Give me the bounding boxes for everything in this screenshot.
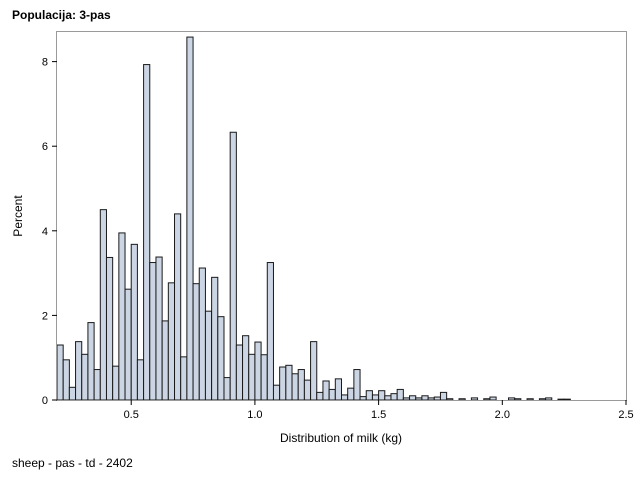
histogram-bar — [136, 359, 145, 401]
x-tick-label: 0.5 — [124, 409, 139, 421]
histogram-bar — [563, 398, 571, 401]
histogram-bar — [192, 283, 200, 401]
histogram-bar — [347, 387, 355, 401]
histogram-bar — [359, 396, 367, 401]
histogram-bar — [235, 344, 244, 401]
histogram-bar — [334, 378, 342, 401]
histogram-bar — [557, 398, 565, 401]
y-tick-label: 8 — [42, 57, 48, 69]
histogram-bar — [378, 390, 386, 401]
histogram-bar — [217, 316, 225, 401]
y-tick-label: 2 — [42, 310, 48, 322]
y-tick-label: 0 — [42, 395, 48, 407]
histogram-bar — [130, 243, 138, 401]
x-axis: 0.5 1.0 1.5 2.0 2.5 — [124, 400, 634, 421]
histogram-bar — [180, 356, 188, 401]
x-tick-label: 2.0 — [495, 409, 510, 421]
histogram-bar — [204, 310, 213, 401]
histogram-bar — [439, 391, 448, 401]
histogram-bar — [112, 365, 120, 401]
histogram-bar — [458, 398, 466, 401]
histogram-bar — [402, 397, 411, 401]
histogram-bar — [248, 353, 256, 401]
histogram-bar — [266, 262, 274, 401]
histogram-bar — [75, 341, 83, 401]
histogram-bar — [99, 209, 107, 401]
histogram-bar — [421, 395, 429, 401]
histogram-bar — [105, 256, 114, 401]
histogram-bar — [211, 276, 219, 401]
x-tick-label: 2.5 — [618, 409, 633, 421]
footnote: sheep - pas - td - 2402 — [12, 456, 133, 470]
plot-frame — [56, 31, 627, 401]
histogram-bar — [514, 398, 522, 401]
histogram-bar — [545, 397, 553, 401]
histogram-bar — [93, 369, 101, 401]
histogram-bars — [56, 36, 571, 401]
histogram-bar — [272, 384, 281, 401]
histogram-bar — [470, 397, 479, 401]
histogram-bar — [242, 335, 250, 401]
histogram-bar — [87, 322, 95, 401]
histogram-bar — [56, 344, 64, 401]
histogram-bar — [143, 64, 151, 401]
histogram-bar — [489, 396, 497, 401]
histogram-bar — [328, 388, 336, 401]
histogram-bar — [353, 369, 361, 401]
histogram-bar — [118, 232, 126, 401]
histogram-bar — [303, 379, 312, 401]
y-axis-label: Percent — [11, 195, 25, 237]
histogram-bar — [81, 353, 89, 401]
y-axis: 0 2 4 6 8 — [42, 57, 57, 407]
histogram-bar — [415, 397, 423, 401]
histogram-bar — [310, 341, 318, 401]
histogram-bar — [279, 366, 287, 401]
histogram-bar — [167, 282, 176, 401]
histogram-bar — [186, 36, 194, 401]
histogram-bar — [223, 377, 231, 401]
histogram-bar — [254, 341, 262, 401]
x-tick-label: 1.5 — [371, 409, 386, 421]
histogram-bar — [341, 394, 349, 401]
histogram-bar — [538, 398, 547, 401]
histogram-bar — [365, 390, 373, 401]
chart-title: Populacija: 3-pas — [12, 8, 111, 22]
histogram-bar — [526, 398, 534, 401]
histogram-bar — [371, 394, 380, 401]
histogram-bar — [384, 395, 392, 401]
histogram-bar — [396, 388, 404, 401]
histogram-bar — [433, 396, 441, 401]
histogram-bar — [198, 267, 206, 401]
histogram-bar — [68, 386, 77, 401]
histogram-bar — [124, 288, 132, 401]
histogram-bar — [322, 380, 330, 401]
histogram-bar — [507, 397, 516, 401]
histogram-bar — [446, 398, 454, 401]
histogram-bar — [229, 131, 237, 401]
histogram-bar — [62, 359, 70, 401]
histogram-bar — [149, 262, 157, 401]
x-tick-label: 1.0 — [247, 409, 262, 421]
histogram-bar — [390, 393, 398, 401]
x-axis-label: Distribution of milk (kg) — [280, 431, 402, 445]
histogram-bar — [483, 398, 491, 401]
histogram-bar — [155, 256, 163, 401]
y-tick-label: 6 — [42, 141, 48, 153]
histogram-bar — [260, 354, 268, 401]
histogram-bar — [291, 373, 299, 401]
histogram-bar — [285, 364, 293, 401]
histogram-bar — [174, 213, 182, 401]
histogram-bar — [161, 320, 169, 401]
histogram-bar — [427, 397, 435, 401]
histogram-bar — [316, 391, 324, 401]
histogram-bar — [409, 395, 417, 401]
histogram-bar — [297, 369, 305, 401]
y-tick-label: 4 — [42, 226, 48, 238]
